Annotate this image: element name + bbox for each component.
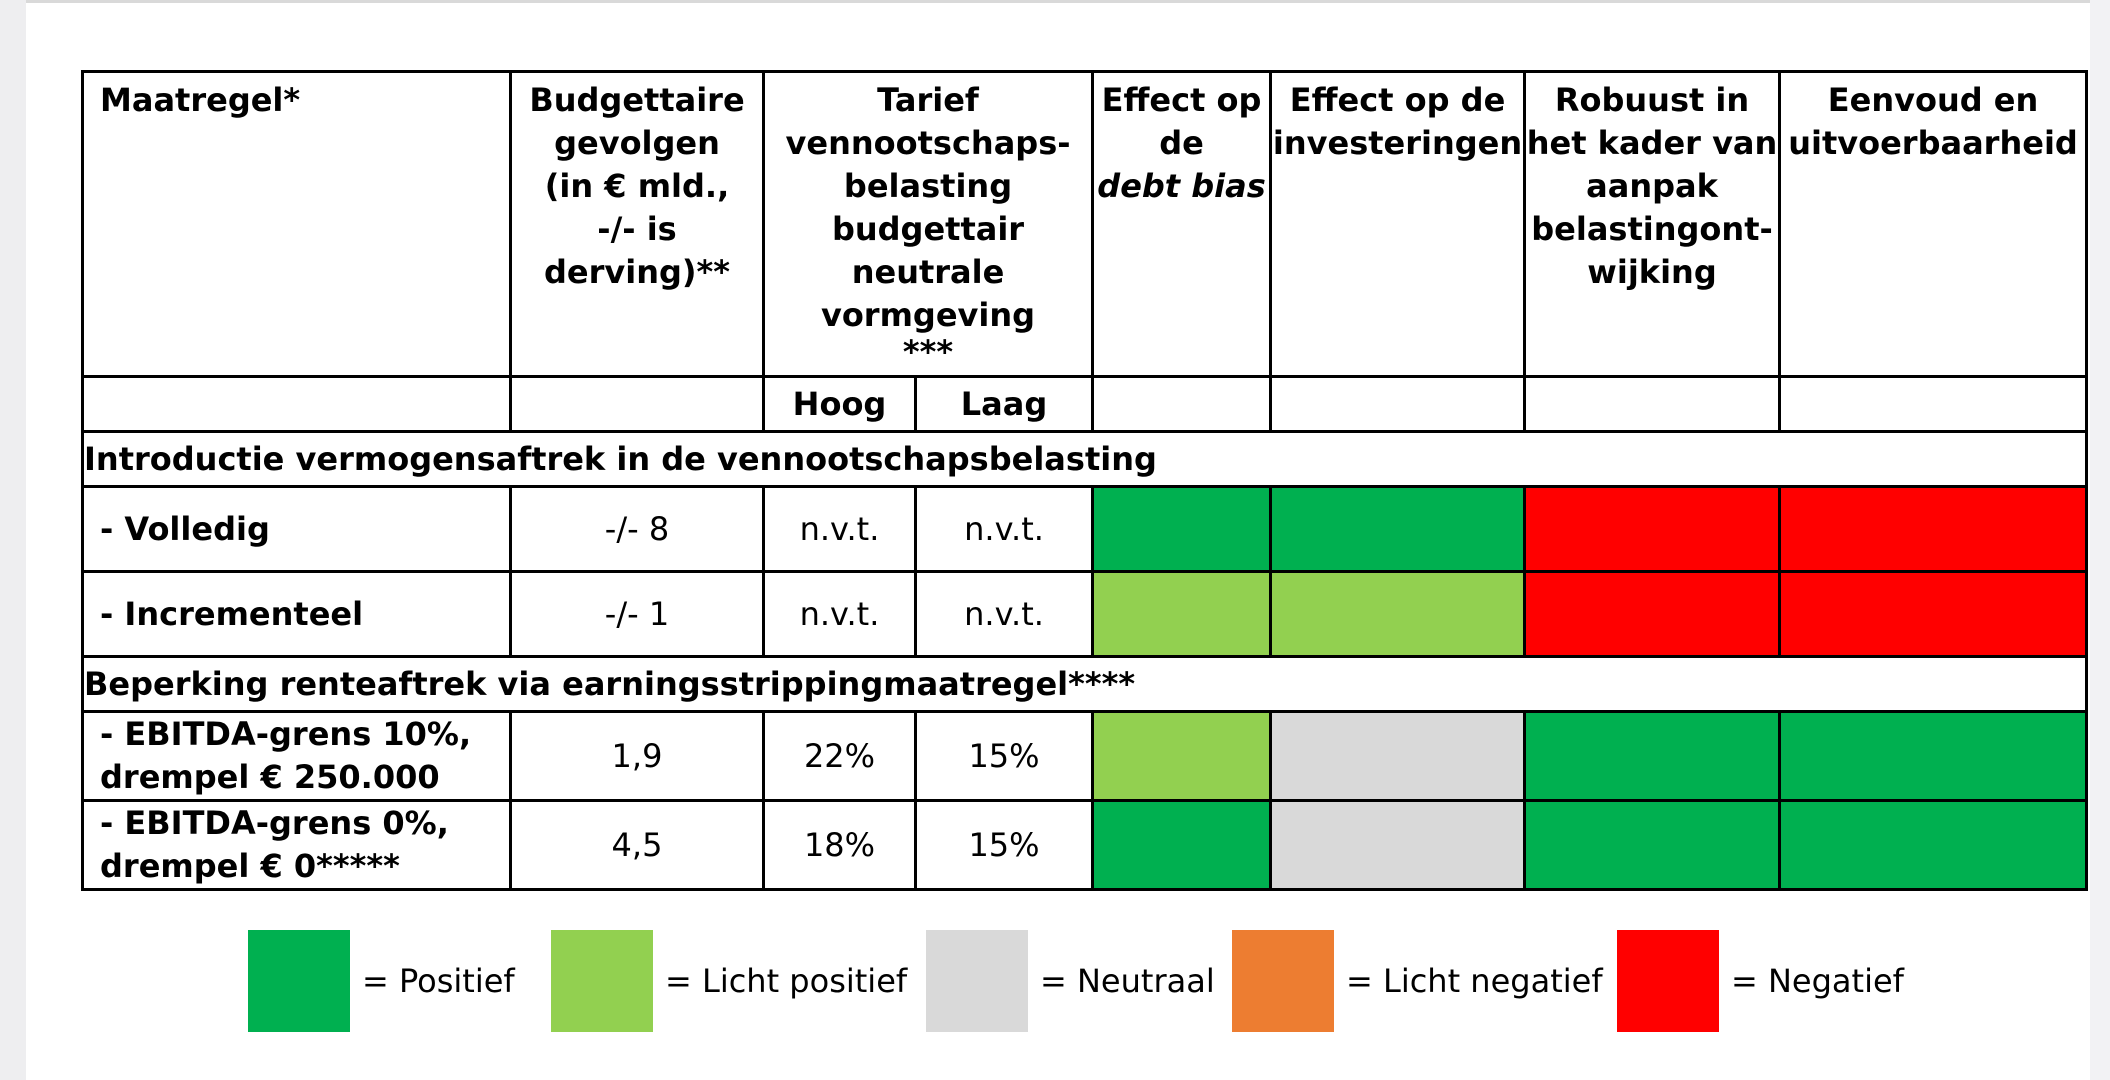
subheader-empty bbox=[1523, 375, 1782, 433]
subheader-empty bbox=[1091, 375, 1273, 433]
row-label: - Incrementeel bbox=[81, 570, 512, 658]
hoog-cell: 18% bbox=[762, 799, 917, 891]
legend-swatch bbox=[1617, 930, 1719, 1032]
subheader-laag: Laag bbox=[913, 375, 1095, 433]
hoog-cell: 22% bbox=[762, 710, 917, 802]
hoog-cell: n.v.t. bbox=[762, 485, 917, 573]
legend-swatch bbox=[1232, 930, 1334, 1032]
left-margin bbox=[0, 0, 26, 1080]
legend-label: = Licht positief bbox=[665, 962, 908, 1000]
rating-cell bbox=[1778, 799, 2089, 891]
rating-cell bbox=[1523, 799, 1782, 891]
header-eenvoud: Eenvoud en uitvoerbaarheid bbox=[1778, 70, 2089, 378]
row-label: - EBITDA-grens 0%, drempel € 0***** bbox=[81, 799, 512, 891]
laag-cell: 15% bbox=[913, 710, 1095, 802]
subheader-empty bbox=[1778, 375, 2089, 433]
legend-swatch bbox=[551, 930, 653, 1032]
legend-swatch bbox=[926, 930, 1028, 1032]
subheader-empty bbox=[509, 375, 765, 433]
section-row: Beperking renteaftrek via earningsstripp… bbox=[80, 655, 2089, 713]
rating-cell bbox=[1091, 799, 1273, 891]
budget-cell: 1,9 bbox=[509, 710, 765, 802]
header-debt-bias: Effect op de debt bias bbox=[1091, 70, 1273, 378]
header-maatregel: Maatregel* bbox=[81, 70, 512, 378]
rating-cell bbox=[1523, 570, 1782, 658]
rating-cell bbox=[1269, 570, 1527, 658]
table-row: - Volledig -/- 8 n.v.t. n.v.t. bbox=[81, 485, 2089, 573]
subheader-empty bbox=[81, 375, 512, 433]
row-label: - Volledig bbox=[81, 485, 512, 573]
header-robuust: Robuust in het kader van aanpak belastin… bbox=[1523, 70, 1782, 378]
header-investeringen: Effect op de investeringen bbox=[1269, 70, 1527, 378]
rating-cell bbox=[1091, 710, 1273, 802]
rating-cell bbox=[1091, 570, 1273, 658]
table-row: - EBITDA-grens 0%, drempel € 0***** 4,5 … bbox=[81, 799, 2089, 891]
section-title: Introductie vermogensaftrek in de vennoo… bbox=[80, 430, 2089, 488]
laag-cell: 15% bbox=[913, 799, 1095, 891]
legend: = Positief = Licht positief = Neutraal =… bbox=[0, 930, 2110, 1032]
laag-cell: n.v.t. bbox=[913, 485, 1095, 573]
section-row: Introductie vermogensaftrek in de vennoo… bbox=[80, 430, 2089, 488]
legend-swatch bbox=[248, 930, 350, 1032]
rating-cell bbox=[1778, 570, 2089, 658]
rating-cell bbox=[1778, 485, 2089, 573]
budget-cell: 4,5 bbox=[509, 799, 765, 891]
table-row: - EBITDA-grens 10%, drempel € 250.000 1,… bbox=[81, 710, 2089, 802]
row-label: - EBITDA-grens 10%, drempel € 250.000 bbox=[81, 710, 512, 802]
subheader-row: Hoog Laag bbox=[81, 375, 2089, 433]
rating-cell bbox=[1269, 799, 1527, 891]
rating-cell bbox=[1523, 710, 1782, 802]
subheader-empty bbox=[1269, 375, 1527, 433]
budget-cell: -/- 1 bbox=[509, 570, 765, 658]
legend-label: = Neutraal bbox=[1040, 962, 1215, 1000]
rating-cell bbox=[1523, 485, 1782, 573]
rating-cell bbox=[1778, 710, 2089, 802]
legend-label: = Negatief bbox=[1731, 962, 1904, 1000]
rating-cell bbox=[1269, 485, 1527, 573]
legend-label: = Positief bbox=[362, 962, 515, 1000]
top-edge bbox=[0, 0, 2110, 3]
header-tarief: Tarief vennootschaps- belasting budgetta… bbox=[761, 70, 1095, 378]
hoog-cell: n.v.t. bbox=[762, 570, 917, 658]
table-row: - Incrementeel -/- 1 n.v.t. n.v.t. bbox=[81, 570, 2089, 658]
header-budget: Budgettaire gevolgen (in € mld., -/- is … bbox=[509, 70, 765, 378]
subheader-hoog: Hoog bbox=[762, 375, 917, 433]
section-title: Beperking renteaftrek via earningsstripp… bbox=[80, 655, 2089, 713]
measures-table: Maatregel* Budgettaire gevolgen (in € ml… bbox=[80, 70, 2089, 891]
budget-cell: -/- 8 bbox=[509, 485, 765, 573]
rating-cell bbox=[1091, 485, 1273, 573]
header-row: Maatregel* Budgettaire gevolgen (in € ml… bbox=[81, 70, 2089, 378]
laag-cell: n.v.t. bbox=[913, 570, 1095, 658]
rating-cell bbox=[1269, 710, 1527, 802]
legend-label: = Licht negatief bbox=[1346, 962, 1603, 1000]
right-margin bbox=[2090, 0, 2110, 1080]
